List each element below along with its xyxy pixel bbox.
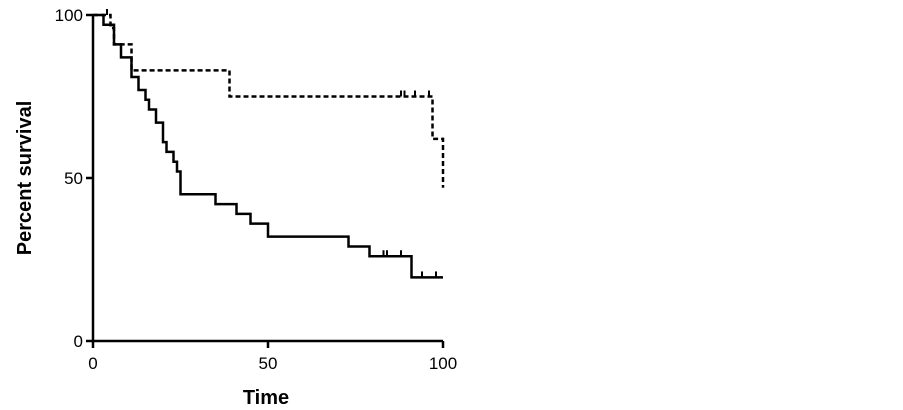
x-tick-label: 100 bbox=[429, 354, 457, 373]
y-tick-label: 50 bbox=[64, 169, 83, 188]
x-tick-label: 0 bbox=[88, 354, 97, 373]
series-dashed-line bbox=[93, 13, 445, 188]
x-tick-label: 50 bbox=[259, 354, 278, 373]
series-layer bbox=[93, 9, 445, 279]
axes: 0 50 100 0 50 100 bbox=[55, 6, 458, 373]
series-solid-line bbox=[93, 13, 443, 279]
y-tick-label: 100 bbox=[55, 6, 83, 25]
y-tick-label: 0 bbox=[74, 332, 83, 351]
y-axis-label: Percent survival bbox=[14, 101, 36, 256]
x-axis-label: Time bbox=[243, 387, 289, 409]
